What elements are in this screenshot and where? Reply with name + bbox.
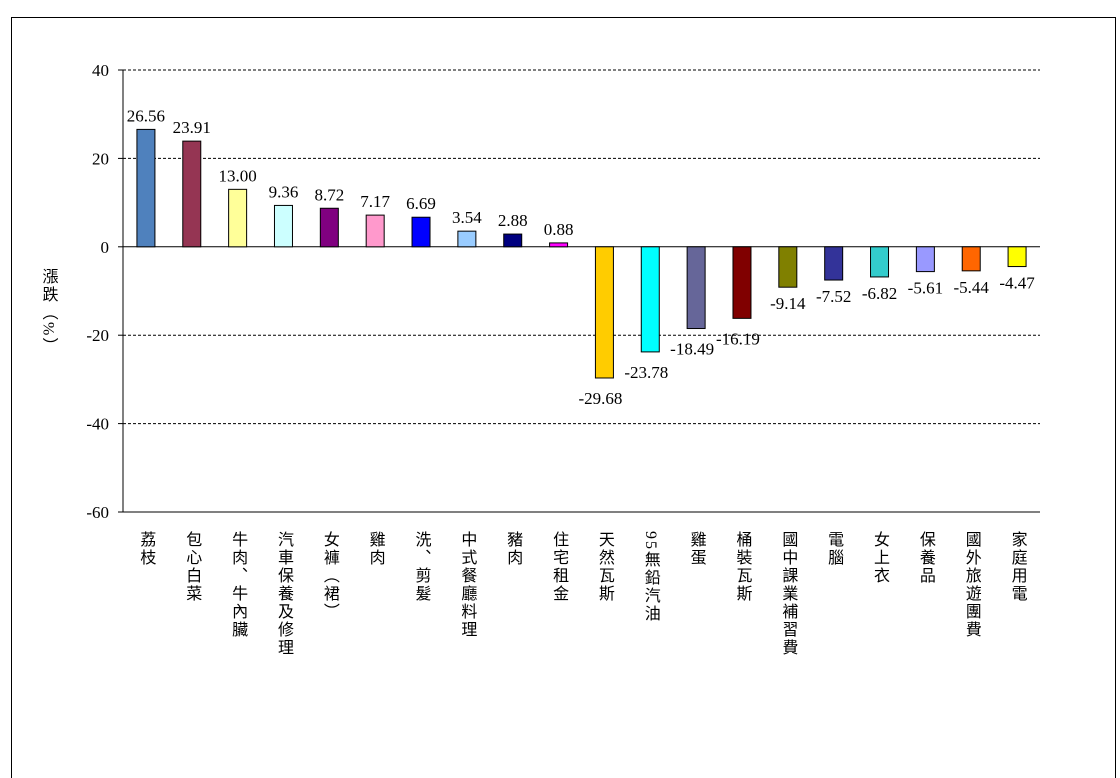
label-layer: 26.56 荔枝 23.91 包心白菜 13.00 牛肉、牛內臟 9.36 汽車保養及修理 8.… xyxy=(127,106,1035,657)
data-label: -18.49 xyxy=(670,340,714,359)
bar-layer xyxy=(136,128,1027,379)
bar xyxy=(365,214,385,248)
x-tick-label: 住宅租金 xyxy=(550,531,569,603)
data-label: -16.19 xyxy=(716,329,760,348)
bar xyxy=(732,246,752,319)
bar xyxy=(136,128,156,248)
axis-layer: 40 20 0 -20 -40 -60 xyxy=(86,61,1040,522)
x-tick-label: 桶裝瓦斯 xyxy=(733,531,752,603)
x-tick-label: 家庭用電 xyxy=(1009,531,1028,603)
data-label: -23.78 xyxy=(624,363,668,382)
data-label: -6.82 xyxy=(862,284,897,303)
y-tick-label: 0 xyxy=(101,238,110,257)
x-tick-label: 中式餐廳料理 xyxy=(458,531,477,639)
data-label: 13.00 xyxy=(219,166,257,185)
x-tick-label: 女褲（裙） xyxy=(321,530,340,621)
x-tick-label: 汽車保養及修理 xyxy=(275,531,294,657)
data-label: -5.61 xyxy=(908,279,943,298)
x-tick-label: 雞蛋 xyxy=(688,531,707,567)
bar xyxy=(273,204,293,248)
bar xyxy=(503,233,523,248)
x-tick-label: 國中課業補習費 xyxy=(779,531,798,657)
data-label: 2.88 xyxy=(498,211,528,230)
data-label: -5.44 xyxy=(954,278,990,297)
y-axis-title: 漲跌（%） xyxy=(40,268,59,355)
x-tick-label: 豬肉 xyxy=(504,531,523,567)
x-tick-label: 洗、剪髮 xyxy=(413,531,432,603)
bar xyxy=(457,230,477,248)
data-label: -9.14 xyxy=(770,294,806,313)
data-label: -7.52 xyxy=(816,287,851,306)
data-label: 0.88 xyxy=(544,220,574,239)
bar xyxy=(228,188,248,248)
bar xyxy=(549,242,569,248)
data-label: 9.36 xyxy=(269,182,299,201)
bar xyxy=(686,246,706,330)
y-tick-label: -60 xyxy=(86,503,109,522)
bar xyxy=(870,246,890,278)
bar xyxy=(319,207,339,248)
y-tick-label: -40 xyxy=(86,415,109,434)
bar xyxy=(411,216,431,248)
data-label: -29.68 xyxy=(578,389,622,408)
x-tick-label: 包心白菜 xyxy=(183,531,202,603)
data-label: -4.47 xyxy=(999,274,1035,293)
x-tick-label: 國外旅遊團費 xyxy=(963,531,982,639)
x-tick-label: 荔枝 xyxy=(137,531,156,567)
x-tick-label: 天然瓦斯 xyxy=(596,531,615,603)
data-label: 23.91 xyxy=(173,118,211,137)
data-label: 3.54 xyxy=(452,208,482,227)
y-tick-label: -20 xyxy=(86,326,109,345)
y-tick-label: 40 xyxy=(92,61,109,80)
x-tick-label: 雞肉 xyxy=(367,531,386,567)
y-tick-label: 20 xyxy=(92,149,109,168)
chart-frame xyxy=(11,17,1116,778)
bar xyxy=(182,140,202,248)
bar xyxy=(594,246,614,379)
data-label: 26.56 xyxy=(127,106,165,125)
bar-chart: 40 20 0 -20 -40 -60 26.56 荔枝 23.91 包心白菜 13.00 牛肉、牛… xyxy=(40,61,1040,657)
x-tick-label: 牛肉、牛內臟 xyxy=(229,531,248,639)
data-label: 6.69 xyxy=(406,194,436,213)
data-label: 7.17 xyxy=(360,192,390,211)
bar xyxy=(915,246,935,273)
x-tick-label: 女上衣 xyxy=(871,530,890,585)
grid-layer xyxy=(123,69,1040,425)
data-label: 8.72 xyxy=(314,185,344,204)
bar xyxy=(640,246,660,353)
y-axis-title-text: 漲跌（%） xyxy=(40,268,59,355)
bar xyxy=(961,246,981,272)
bar xyxy=(824,246,844,281)
bar xyxy=(1007,246,1027,268)
x-tick-label: 95無鉛汽油 xyxy=(642,531,661,623)
x-tick-label: 電腦 xyxy=(825,531,844,567)
bar xyxy=(778,246,798,288)
x-tick-label: 保養品 xyxy=(917,531,936,585)
